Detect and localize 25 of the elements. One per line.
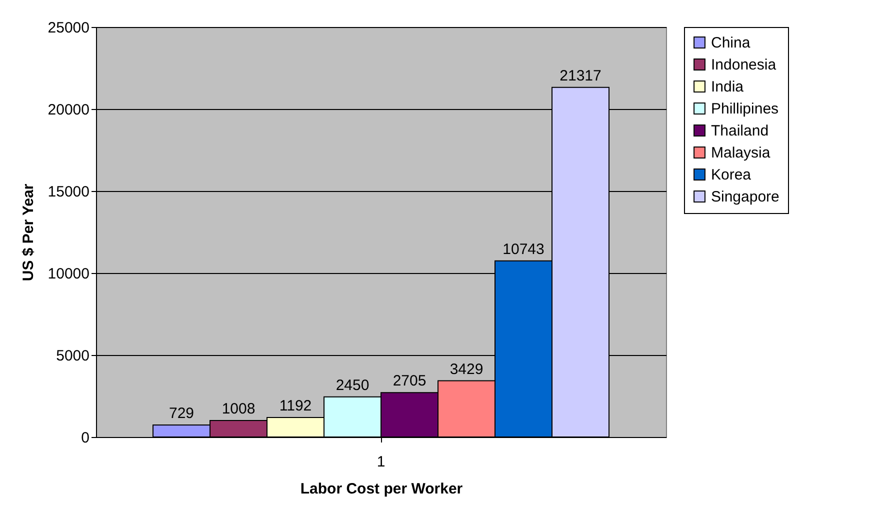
y-tick-label: 0: [81, 430, 90, 446]
data-label: 3429: [450, 360, 484, 378]
y-tick-label: 15000: [48, 184, 90, 200]
y-axis-title: US $ Per Year: [20, 184, 37, 282]
y-tick-label: 10000: [48, 266, 90, 282]
legend-label: India: [711, 78, 744, 96]
data-label: 2450: [336, 376, 370, 394]
data-label: 10743: [502, 240, 544, 258]
data-label: 2705: [392, 372, 426, 390]
data-label: 21317: [560, 67, 602, 84]
legend-label: Indonesia: [711, 56, 777, 74]
x-axis-title: Labor Cost per Worker: [300, 480, 463, 498]
data-label: 729: [168, 405, 194, 422]
legend-label: Korea: [711, 166, 752, 184]
data-label: 1192: [279, 397, 312, 414]
y-tick-label: 25000: [48, 20, 90, 36]
y-tick-label: 5000: [56, 348, 90, 364]
legend-label: China: [711, 34, 751, 52]
legend-label: Thailand: [711, 122, 769, 140]
x-tick-label: 1: [376, 454, 386, 470]
legend-label: Phillipines: [711, 100, 779, 118]
data-label: 1008: [222, 400, 256, 418]
legend-label: Singapore: [711, 188, 780, 206]
y-tick-label: 20000: [48, 102, 90, 118]
legend-label: Malaysia: [711, 144, 771, 162]
